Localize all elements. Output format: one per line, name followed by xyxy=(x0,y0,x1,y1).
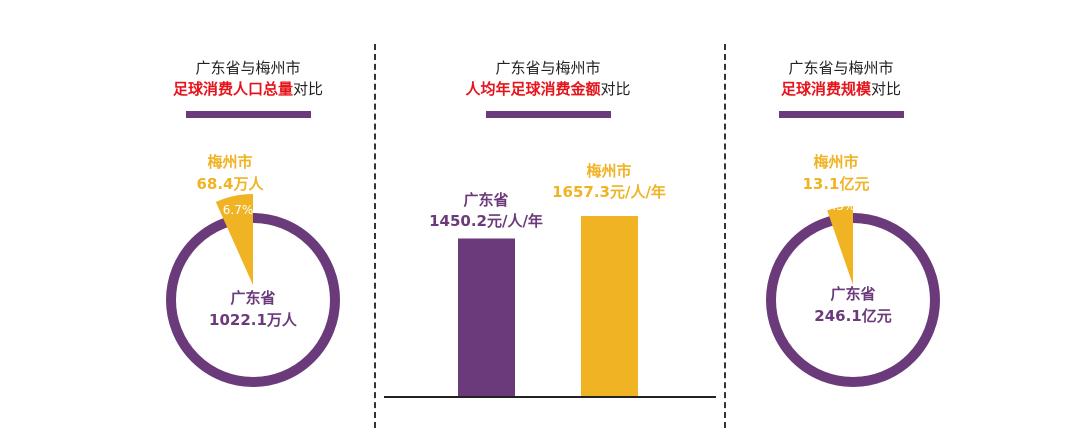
pie3-slice-meizhou xyxy=(827,206,853,285)
pie1-value-meizhou: 68.4万人 xyxy=(196,175,264,193)
bar-label-guangdong: 广东省 xyxy=(463,191,508,209)
panel3-title-tail: 对比 xyxy=(871,80,902,98)
panel2-title: 广东省与梅州市 人均年足球消费金额对比 xyxy=(418,58,678,100)
pie3-value-guangdong: 246.1亿元 xyxy=(814,307,891,325)
panel1-title-line1: 广东省与梅州市 xyxy=(195,59,301,77)
pie1-label-guangdong: 广东省 xyxy=(230,289,275,307)
panel1-title-highlight: 足球消费人口总量 xyxy=(172,80,293,98)
pie1-pct-meizhou: 6.7% xyxy=(223,203,254,217)
panel1-title: 广东省与梅州市 足球消费人口总量对比 xyxy=(118,58,378,100)
pie1-value-guangdong: 1022.1万人 xyxy=(209,311,298,329)
panel3-title: 广东省与梅州市 足球消费规模对比 xyxy=(711,58,971,100)
bar-value-guangdong: 1450.2元/人/年 xyxy=(429,212,543,230)
panel2-title-tail: 对比 xyxy=(600,80,631,98)
pie3-value-meizhou: 13.1亿元 xyxy=(802,175,869,193)
bar-guangdong xyxy=(458,238,515,396)
pie1-label-meizhou: 梅州市 xyxy=(207,153,252,171)
pie3-label-meizhou: 梅州市 xyxy=(813,153,858,171)
pie3-label-guangdong: 广东省 xyxy=(830,285,875,303)
panel3-title-line1: 广东省与梅州市 xyxy=(788,59,894,77)
bar-meizhou xyxy=(581,216,638,396)
panel3-title-highlight: 足球消费规模 xyxy=(780,80,871,98)
panel2-title-highlight: 人均年足球消费金额 xyxy=(465,80,601,98)
divider-left xyxy=(374,44,376,428)
bar-label-meizhou: 梅州市 xyxy=(586,162,631,180)
panel2-title-bar xyxy=(486,111,611,118)
panel3-title-bar xyxy=(779,111,904,118)
pie1-slice-meizhou xyxy=(215,194,253,285)
panel1-title-bar xyxy=(186,111,311,118)
bar-value-meizhou: 1657.3元/人/年 xyxy=(552,183,666,201)
divider-right xyxy=(724,44,726,428)
panel1-title-tail: 对比 xyxy=(293,80,324,98)
panel2-title-line1: 广东省与梅州市 xyxy=(495,59,601,77)
pie3-pct-meizhou: 5.3% xyxy=(825,199,856,213)
